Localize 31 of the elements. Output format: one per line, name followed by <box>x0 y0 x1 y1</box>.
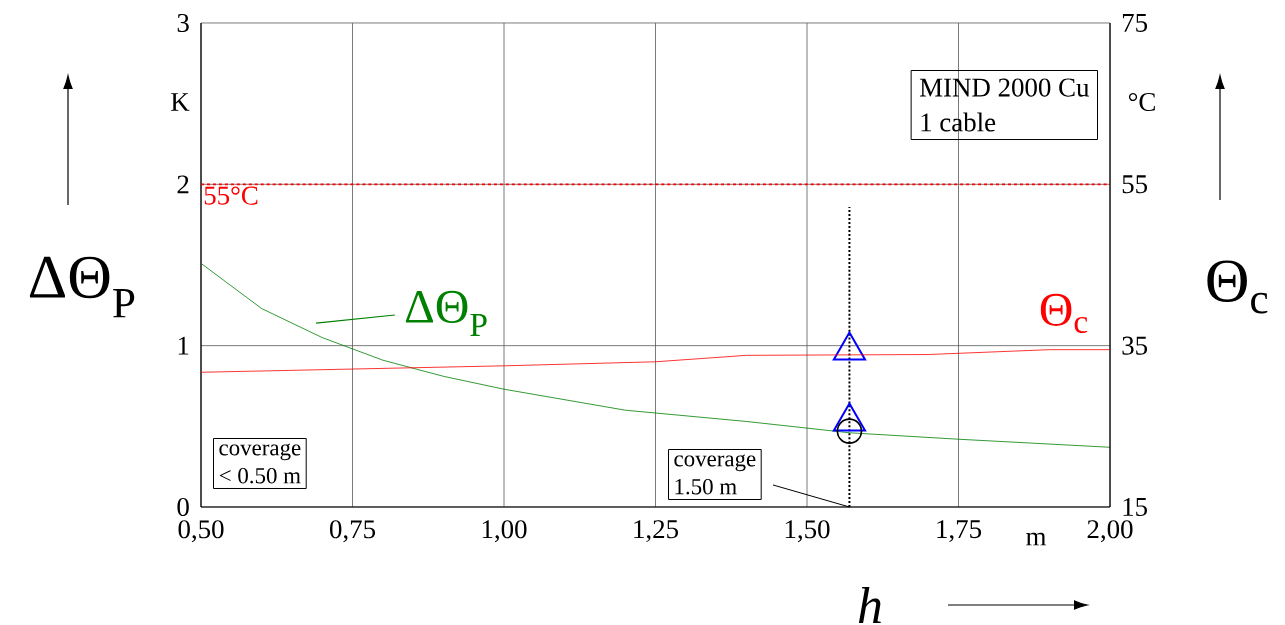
x-tick-label: 2,00 <box>1087 520 1133 543</box>
x-tick-label: 0,75 <box>330 520 376 543</box>
x-tick-label: 1,00 <box>482 520 527 543</box>
text: K <box>171 93 190 111</box>
y-tick-label: 1 <box>178 336 189 355</box>
text: °C <box>1128 92 1155 112</box>
annotation: coverage <box>674 454 756 472</box>
y2-tick-label: 15 <box>1123 497 1148 516</box>
y2-tick-label: 35 <box>1122 336 1148 355</box>
x-tick-label: 1,50 <box>785 520 830 543</box>
x-tick-label: 1,75 <box>937 520 982 543</box>
legend-label: ΔΘ$_{P}$ <box>405 290 487 336</box>
annotation: MIND 2000 Cu <box>919 78 1090 97</box>
y-tick-label: 0 <box>177 497 189 517</box>
x-tick-label: 0,50 <box>178 520 224 543</box>
series-label: Θ$_{c}$ <box>1040 293 1088 333</box>
text: m <box>1026 532 1047 546</box>
y-axis-title: ΔΘ$_{P}$ <box>29 256 135 318</box>
y2-tick-label: 75 <box>1122 14 1148 32</box>
annotation: 1 cable <box>921 112 996 132</box>
annotation: coverage <box>219 443 301 461</box>
x-axis-title: h <box>858 587 881 623</box>
annotation: 1.50 m <box>675 478 737 495</box>
annotation: < 0.50 m <box>219 467 301 484</box>
y2-tick-label: 55 <box>1122 175 1148 194</box>
y-tick-label: 3 <box>177 13 189 33</box>
x-tick-label: 1,25 <box>634 520 679 543</box>
y2-axis-title: Θ$_{c}$ <box>1207 260 1268 314</box>
line-series <box>200 349 1111 373</box>
y-tick-label: 2 <box>177 175 189 194</box>
ref-line-label: 55°C <box>204 186 258 205</box>
